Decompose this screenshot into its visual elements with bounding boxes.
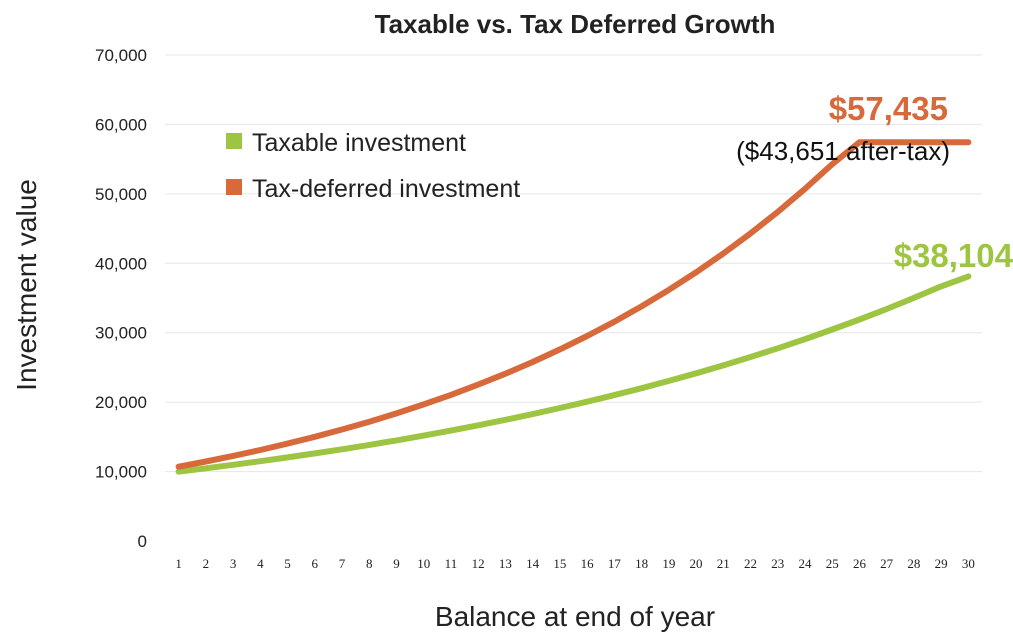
x-tick-label: 3 — [230, 556, 237, 571]
y-tick-labels: 0 10,000 20,000 30,000 40,000 50,000 60,000 70,… — [95, 46, 147, 551]
x-tick-label: 26 — [853, 556, 867, 571]
x-tick-label: 5 — [284, 556, 291, 571]
x-tick-label: 23 — [771, 556, 784, 571]
x-tick-label: 9 — [393, 556, 400, 571]
deferred-end-value: $57,435 — [829, 90, 948, 127]
x-tick-label: 24 — [798, 556, 812, 571]
x-tick-label: 13 — [499, 556, 512, 571]
x-tick-label: 7 — [339, 556, 346, 571]
y-tick-label: 30,000 — [95, 324, 147, 343]
x-tick-label: 8 — [366, 556, 373, 571]
x-tick-label: 2 — [203, 556, 210, 571]
deferred-series-line — [175, 139, 972, 470]
y-tick-label: 50,000 — [95, 185, 147, 204]
x-tick-labels: 1 2 3 4 5 6 7 8 9 10 11 12 13 14 15 16 17 18 19 20 21 22 23 24 2… — [175, 556, 975, 571]
x-tick-label: 21 — [717, 556, 730, 571]
x-tick-label: 11 — [445, 556, 458, 571]
x-tick-label: 4 — [257, 556, 264, 571]
x-tick-label: 1 — [175, 556, 182, 571]
x-tick-label: 25 — [826, 556, 839, 571]
x-tick-label: 30 — [962, 556, 975, 571]
x-axis-label: Balance at end of year — [435, 601, 715, 632]
y-tick-label: 70,000 — [95, 46, 147, 65]
y-axis-label: Investment value — [11, 179, 42, 391]
legend-swatch-taxable — [226, 133, 242, 149]
x-tick-label: 16 — [581, 556, 595, 571]
deferred-after-tax-value: ($43,651 after-tax) — [736, 136, 950, 166]
y-tick-label: 20,000 — [95, 393, 147, 412]
taxable-series-line — [175, 273, 972, 475]
x-tick-label: 27 — [880, 556, 894, 571]
legend-label-deferred: Tax-deferred investment — [252, 175, 520, 203]
y-tick-label: 0 — [138, 532, 147, 551]
x-tick-label: 6 — [312, 556, 319, 571]
x-tick-label: 29 — [935, 556, 948, 571]
y-tick-label: 60,000 — [95, 115, 147, 134]
x-tick-label: 18 — [635, 556, 648, 571]
x-tick-label: 19 — [662, 556, 675, 571]
x-tick-label: 12 — [472, 556, 485, 571]
x-tick-label: 15 — [553, 556, 566, 571]
x-tick-label: 17 — [608, 556, 622, 571]
y-tick-label: 10,000 — [95, 463, 147, 482]
x-tick-label: 14 — [526, 556, 540, 571]
taxable-end-value: $38,104 — [894, 237, 1013, 274]
legend-label-taxable: Taxable investment — [252, 129, 466, 157]
x-tick-label: 22 — [744, 556, 757, 571]
x-tick-label: 28 — [907, 556, 920, 571]
y-tick-label: 40,000 — [95, 254, 147, 273]
series-lines — [175, 139, 972, 475]
chart-title: Taxable vs. Tax Deferred Growth — [375, 9, 776, 39]
gridlines — [165, 54, 982, 473]
legend-swatch-deferred — [226, 179, 242, 195]
x-tick-label: 10 — [417, 556, 430, 571]
x-tick-label: 20 — [690, 556, 703, 571]
legend: Taxable investment Tax-deferred investme… — [226, 129, 520, 203]
